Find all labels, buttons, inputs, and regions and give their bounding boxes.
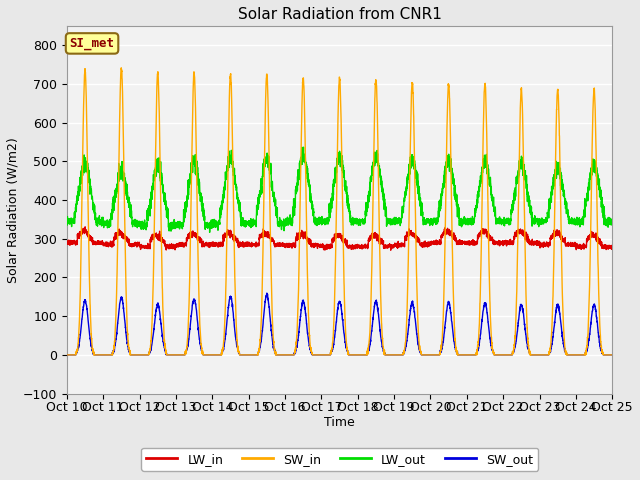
SW_in (319, 352, 327, 358)
LW_in (387, 247, 395, 253)
SW_in (117, 65, 125, 71)
SW_in (608, 352, 616, 358)
SW_out (608, 352, 616, 358)
LW_out (206, 229, 214, 235)
Text: SI_met: SI_met (70, 37, 115, 50)
SW_in (609, 352, 616, 358)
LW_in (319, 243, 327, 249)
SW_out (319, 352, 327, 358)
SW_in (432, 352, 440, 358)
LW_in (493, 239, 500, 245)
LW_out (432, 219, 440, 225)
X-axis label: Time: Time (324, 416, 355, 429)
SW_out (63, 352, 70, 358)
LW_in (63, 241, 70, 247)
LW_in (81, 224, 89, 230)
LW_out (161, 198, 169, 204)
Line: SW_in: SW_in (67, 68, 612, 355)
LW_in (462, 240, 470, 245)
SW_in (63, 352, 70, 358)
SW_in (161, 343, 169, 349)
Line: LW_in: LW_in (67, 227, 612, 250)
Legend: LW_in, SW_in, LW_out, SW_out: LW_in, SW_in, LW_out, SW_out (141, 448, 538, 471)
LW_in (161, 240, 169, 246)
SW_out (161, 346, 169, 352)
LW_out (300, 144, 307, 150)
Y-axis label: Solar Radiation (W/m2): Solar Radiation (W/m2) (7, 137, 20, 283)
Line: SW_out: SW_out (67, 293, 612, 355)
SW_out (493, 352, 500, 358)
Title: Solar Radiation from CNR1: Solar Radiation from CNR1 (237, 7, 442, 22)
LW_out (608, 219, 616, 225)
LW_out (493, 221, 500, 227)
LW_out (63, 217, 70, 223)
SW_out (462, 352, 470, 358)
LW_in (608, 243, 616, 249)
SW_out (432, 352, 440, 358)
SW_in (462, 352, 470, 358)
LW_out (319, 217, 327, 223)
LW_out (462, 222, 470, 228)
Line: LW_out: LW_out (67, 147, 612, 232)
LW_in (609, 243, 616, 249)
SW_in (493, 352, 500, 358)
LW_out (609, 216, 616, 222)
SW_out (263, 290, 271, 296)
SW_out (609, 352, 616, 358)
LW_in (432, 240, 440, 245)
